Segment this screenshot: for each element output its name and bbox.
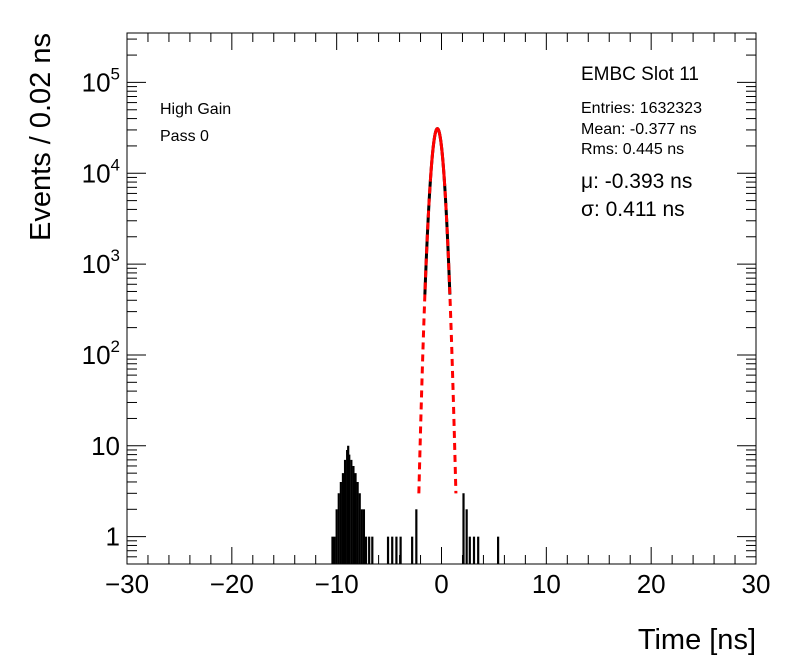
fit-mu-label: μ: -0.393 ns	[581, 170, 692, 193]
rms-stat: Rms: 0.445 ns	[581, 141, 684, 158]
y-tick-label: 1	[106, 522, 120, 552]
fit-curve-dashed-left	[417, 179, 432, 494]
y-tick-label-base: 10	[82, 249, 111, 279]
y-tick-label: 103	[82, 246, 120, 279]
fit-sigma-label: σ: 0.411 ns	[581, 198, 685, 221]
y-tick-label: 10	[91, 431, 120, 461]
x-tick-label: −20	[210, 569, 254, 599]
x-tick-label: 20	[637, 569, 666, 599]
y-tick-label-base: 10	[82, 158, 111, 188]
y-tick-label: 105	[82, 64, 120, 97]
y-tick-label-base: 1	[106, 522, 120, 552]
x-tick-label: 10	[532, 569, 561, 599]
y-tick-label: 102	[82, 337, 120, 370]
mean-stat: Mean: -0.377 ns	[581, 121, 697, 138]
y-tick-label-exponent: 4	[111, 155, 120, 174]
slot-label: EMBC Slot 11	[581, 64, 699, 85]
y-axis-title: Events / 0.02 ns	[25, 33, 57, 241]
y-tick-label-base: 10	[82, 340, 111, 370]
x-tick-label: 30	[742, 569, 771, 599]
y-tick-label-exponent: 5	[111, 64, 120, 83]
y-tick-label-exponent: 2	[111, 337, 120, 356]
pass-label: Pass 0	[160, 128, 209, 145]
x-axis-title: Time [ns]	[638, 624, 756, 656]
y-tick-label-base: 10	[91, 431, 120, 461]
x-tick-label: −30	[105, 569, 149, 599]
fit-curve-dashed-right	[442, 179, 458, 494]
entries-stat: Entries: 1632323	[581, 100, 702, 117]
fit-curve-solid	[428, 127, 446, 180]
x-tick-label: 0	[434, 569, 448, 599]
y-tick-label-exponent: 3	[111, 246, 120, 265]
y-tick-label-base: 10	[82, 67, 111, 97]
axis-ticks-layer	[126, 33, 757, 565]
y-tick-label: 104	[82, 155, 120, 188]
x-tick-label: −10	[315, 569, 359, 599]
gain-label: High Gain	[160, 101, 231, 118]
gaussian-fit-layer	[417, 127, 458, 494]
